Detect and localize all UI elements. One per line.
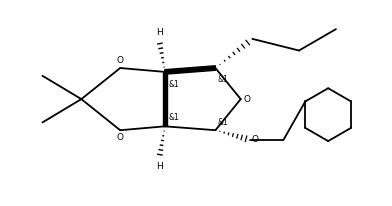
Text: &1: &1 <box>218 118 229 127</box>
Text: &1: &1 <box>169 80 180 89</box>
Text: O: O <box>252 135 259 144</box>
Polygon shape <box>163 72 167 126</box>
Text: &1: &1 <box>218 75 229 84</box>
Text: O: O <box>244 95 251 104</box>
Polygon shape <box>165 66 216 74</box>
Text: O: O <box>117 133 124 142</box>
Text: H: H <box>156 28 162 36</box>
Text: &1: &1 <box>169 114 180 122</box>
Text: O: O <box>117 56 124 65</box>
Text: H: H <box>156 162 162 171</box>
